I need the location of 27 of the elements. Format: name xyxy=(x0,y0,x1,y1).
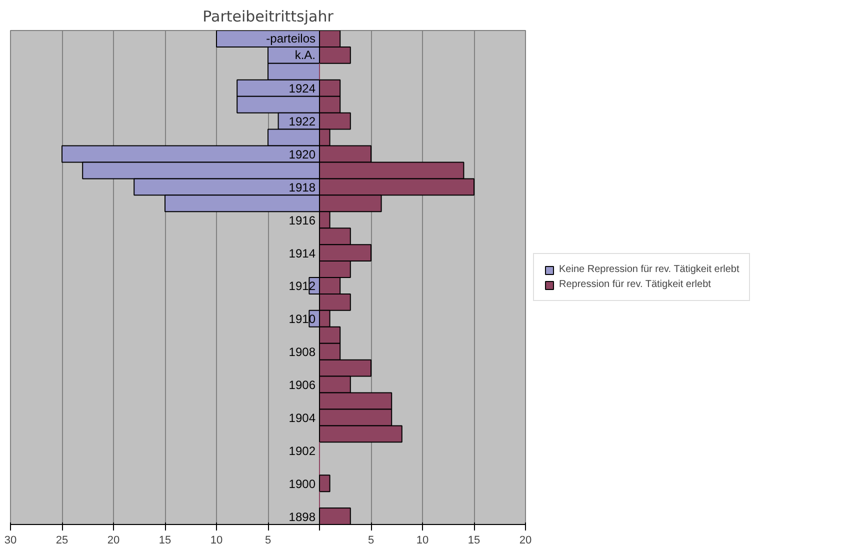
y-tick-label: k.A. xyxy=(294,48,316,62)
legend-label: Keine Repression für rev. Tätigkeit erlebt xyxy=(559,264,740,275)
y-tick-label: 1906 xyxy=(288,378,316,392)
y-tick-label: 1902 xyxy=(288,444,316,458)
x-tick-label: 5 xyxy=(264,534,272,546)
y-tick-label: 1898 xyxy=(288,510,316,524)
legend-label: Repression für rev. Tätigkeit erlebt xyxy=(559,279,711,290)
x-tick-label: 30 xyxy=(4,534,17,546)
y-tick-label: 1922 xyxy=(288,114,316,129)
x-tick-label: 15 xyxy=(468,534,480,546)
y-tick-label: 1914 xyxy=(288,246,316,260)
chart-title: Parteibeitrittsjahr xyxy=(202,8,334,26)
x-tick-label: 25 xyxy=(56,534,68,546)
y-tick-label: -parteilos xyxy=(266,32,316,46)
y-tick-label: 1920 xyxy=(288,148,316,162)
y-tick-label: 1918 xyxy=(288,180,316,194)
x-tick-label: 10 xyxy=(210,534,223,546)
y-tick-label: 1924 xyxy=(288,82,316,96)
x-tick-label: 20 xyxy=(107,534,120,546)
x-tick-label: 20 xyxy=(519,534,532,546)
x-tick-label: 5 xyxy=(368,534,374,546)
y-tick-label: 1904 xyxy=(288,410,316,425)
x-tick-label: 15 xyxy=(158,534,172,546)
y-tick-label: 1900 xyxy=(288,476,316,491)
x-tick-label: 10 xyxy=(416,534,429,546)
y-tick-label: 1908 xyxy=(288,345,316,360)
y-tick-label: 1916 xyxy=(288,213,316,228)
